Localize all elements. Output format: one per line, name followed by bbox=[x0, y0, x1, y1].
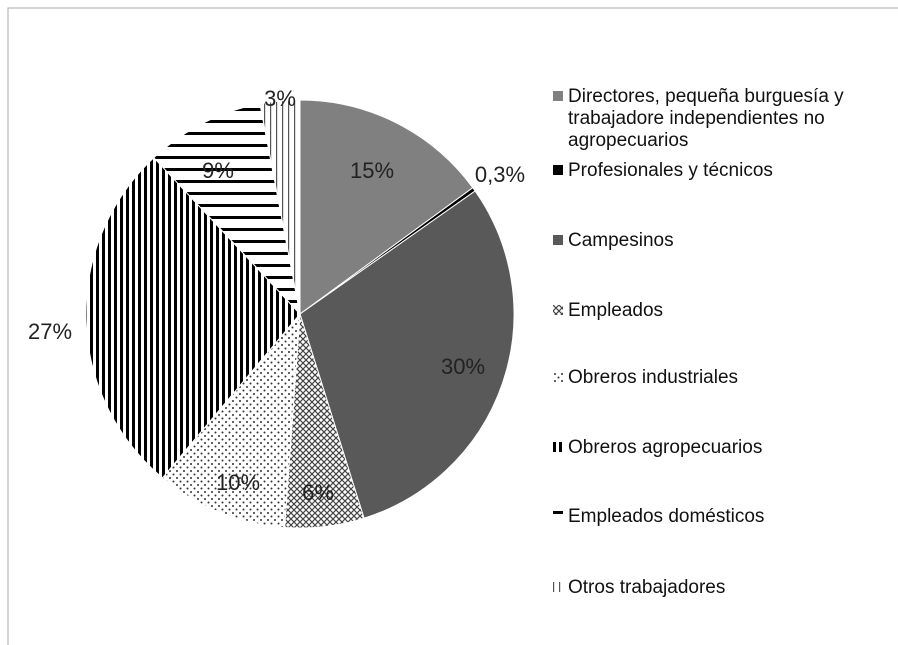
data-label: 6% bbox=[302, 480, 334, 505]
legend-item: Otros trabajadores bbox=[553, 577, 888, 599]
legend-item: Obreros industriales bbox=[553, 367, 888, 389]
legend-swatch bbox=[553, 372, 563, 382]
data-label: 30% bbox=[441, 354, 485, 379]
legend-swatch bbox=[553, 165, 563, 175]
legend-label: Profesionales y técnicos bbox=[568, 160, 773, 181]
legend-swatch-box bbox=[553, 442, 563, 452]
legend-swatch-box bbox=[553, 582, 563, 592]
data-label: 15% bbox=[350, 158, 394, 183]
legend-label: Empleados bbox=[568, 300, 664, 321]
data-label: 3% bbox=[264, 86, 296, 111]
legend-item: Empleados domésticos bbox=[553, 506, 888, 528]
pie-slice bbox=[299, 190, 515, 519]
legend-swatch-box bbox=[553, 165, 563, 175]
legend-label: Otros trabajadores bbox=[568, 577, 726, 598]
legend-swatch-box bbox=[553, 511, 563, 521]
legend-label: Obreros industriales bbox=[568, 367, 739, 388]
pie-slice bbox=[259, 99, 301, 315]
legend-item: Obreros agropecuarios bbox=[553, 437, 888, 459]
pie-slice bbox=[161, 312, 301, 528]
data-label: 0,3% bbox=[475, 162, 525, 187]
legend-label: Empleados domésticos bbox=[568, 506, 765, 527]
pie-slice bbox=[153, 103, 301, 316]
legend-swatch bbox=[553, 442, 563, 452]
legend-swatch bbox=[553, 511, 563, 521]
data-label: 27% bbox=[28, 319, 72, 344]
data-label: 9% bbox=[202, 158, 234, 183]
data-label: 10% bbox=[216, 470, 260, 495]
legend-swatch bbox=[553, 235, 563, 245]
legend-swatch-box bbox=[553, 91, 563, 101]
legend-swatch-box bbox=[553, 235, 563, 245]
legend-swatch bbox=[553, 91, 563, 101]
legend-item: Profesionales y técnicos bbox=[553, 160, 888, 182]
legend-swatch bbox=[553, 582, 563, 592]
legend-item: Directores, pequeña burguesía y trabajad… bbox=[553, 86, 888, 152]
legend-label: Campesinos bbox=[568, 230, 674, 251]
legend-item: Empleados bbox=[553, 300, 888, 322]
legend-swatch-box bbox=[553, 372, 563, 382]
pie-slice bbox=[299, 99, 474, 315]
legend-swatch-box bbox=[553, 305, 563, 315]
legend-label: Directores, pequeña burguesía y trabajad… bbox=[568, 86, 844, 151]
legend-swatch bbox=[553, 305, 563, 315]
legend-item: Campesinos bbox=[553, 230, 888, 252]
pie-slice bbox=[85, 156, 301, 479]
frame bbox=[7, 7, 898, 645]
legend-label: Obreros agropecuarios bbox=[568, 437, 763, 458]
